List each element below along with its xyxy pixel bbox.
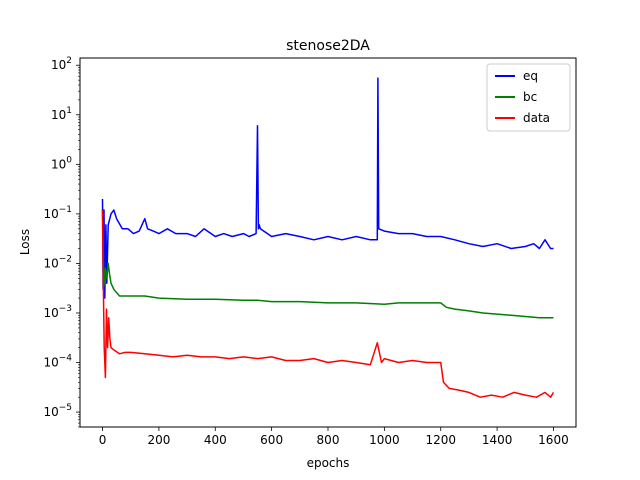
y-tick-label: 10−1 <box>43 205 72 221</box>
plot-area <box>101 77 555 398</box>
y-tick-label: 10−4 <box>43 354 72 370</box>
legend-label-bc: bc <box>523 90 537 104</box>
x-axis-label: epochs <box>307 456 350 470</box>
chart-title: stenose2DA <box>286 38 370 54</box>
x-tick-label: 200 <box>147 433 170 447</box>
y-axis-label: Loss <box>18 229 32 255</box>
x-tick-label: 800 <box>317 433 340 447</box>
series-line-data <box>101 209 555 398</box>
legend-label-data: data <box>523 111 550 125</box>
y-tick-label: 10−2 <box>43 254 72 270</box>
legend-box <box>486 63 571 132</box>
legend-label-eq: eq <box>523 69 538 83</box>
x-tick-label: 1600 <box>538 433 569 447</box>
x-tick-label: 0 <box>99 433 107 447</box>
y-axis-ticks: 10−5 10−4 10−3 10−2 10−1 100 101 102 <box>43 56 80 428</box>
x-tick-label: 400 <box>204 433 227 447</box>
y-tick-label: 101 <box>51 106 72 122</box>
y-tick-label: 100 <box>51 155 72 171</box>
x-tick-label: 600 <box>260 433 283 447</box>
y-tick-label: 102 <box>51 56 72 72</box>
x-axis-ticks: 0 200 400 600 800 1000 1200 1400 1600 <box>99 427 569 447</box>
series-line-bc <box>101 209 554 319</box>
legend: eq bc data <box>486 63 571 132</box>
x-tick-label: 1200 <box>425 433 456 447</box>
y-tick-label: 10−5 <box>43 403 72 419</box>
x-tick-label: 1000 <box>369 433 400 447</box>
series-line-eq <box>101 77 554 299</box>
plot-frame <box>79 57 577 428</box>
x-tick-label: 1400 <box>482 433 513 447</box>
y-tick-label: 10−3 <box>43 304 72 320</box>
